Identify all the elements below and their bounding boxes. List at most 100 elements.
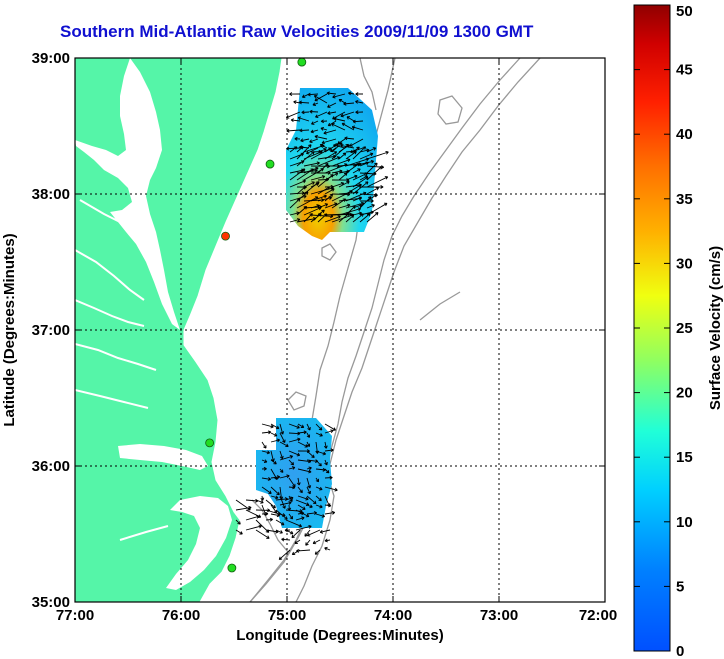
station-marker: [227, 563, 237, 573]
velocity-vector: [303, 161, 320, 167]
velocity-vector: [235, 529, 243, 535]
velocity-vector: [313, 95, 328, 104]
velocity-field-south: [256, 418, 332, 528]
x-tick-label: 76:00: [162, 607, 200, 624]
velocity-vector: [261, 450, 271, 455]
velocity-vector: [315, 459, 322, 467]
velocity-vector: [297, 495, 309, 501]
velocity-vector: [305, 539, 311, 546]
velocity-vector: [312, 539, 321, 545]
colorbar-tick-label: 20: [676, 385, 693, 402]
velocity-vector: [323, 441, 328, 449]
velocity-vectors: [235, 91, 389, 561]
velocity-vector: [288, 459, 295, 466]
velocity-vector: [295, 509, 310, 518]
velocity-vector: [261, 459, 268, 463]
velocity-vector: [338, 180, 350, 188]
velocity-vector: [306, 486, 311, 495]
x-tick-label: 77:00: [56, 607, 94, 624]
colorbar-tick-label: 10: [676, 514, 693, 531]
y-axis-title: Latitude (Degrees:Minutes): [1, 233, 18, 426]
y-tick-label: 35:00: [32, 594, 70, 611]
velocity-vector: [352, 213, 364, 223]
velocity-vector: [279, 441, 289, 448]
velocity-vector: [278, 549, 291, 561]
velocity-vector: [284, 528, 291, 533]
velocity-vector: [261, 430, 272, 435]
velocity-vector: [289, 218, 301, 223]
velocity-vector: [294, 539, 301, 545]
velocity-vector: [303, 206, 322, 216]
velocity-vector: [324, 475, 333, 480]
velocity-vector: [290, 118, 301, 123]
velocity-vector: [314, 549, 321, 555]
velocity-vector: [326, 91, 337, 96]
velocity-vector: [317, 213, 328, 223]
velocity-vector: [288, 423, 300, 429]
velocity-vector: [279, 495, 286, 509]
velocity-vector: [300, 138, 310, 143]
velocity-vector: [366, 187, 380, 195]
velocity-vector: [314, 93, 328, 102]
albemarle-sound: [118, 444, 208, 470]
colorbar-ticks: 0 5 10 15 20 25 30 35 40 45 50: [634, 3, 693, 659]
x-tick-labels: 77:00 76:00 75:00 74:00 73:00 72:00: [56, 607, 617, 624]
velocity-vector: [296, 477, 301, 486]
velocity-vector: [270, 459, 277, 465]
velocity-vector: [317, 186, 330, 195]
velocity-vector: [286, 146, 301, 151]
velocity-vector: [324, 546, 331, 551]
velocity-vector: [343, 101, 355, 106]
velocity-vector: [324, 193, 334, 202]
colorbar-tick-label: 0: [676, 643, 684, 659]
colorbar-label: Surface Velocity (cm/s): [707, 246, 724, 410]
y-tick-labels: 39:00 38:00 37:00 36:00 35:00: [32, 50, 70, 611]
y-tick-label: 36:00: [32, 458, 70, 475]
velocity-vector: [345, 162, 360, 174]
velocity-vector: [352, 168, 361, 174]
velocity-vector: [346, 116, 355, 122]
velocity-vector: [324, 215, 341, 223]
colorbar-tick-label: 35: [676, 191, 693, 208]
velocity-vector: [279, 450, 284, 460]
velocity-vector: [324, 188, 335, 195]
velocity-vector: [297, 468, 312, 474]
y-tick-label: 37:00: [32, 322, 70, 339]
velocity-vector: [295, 499, 310, 506]
velocity-vector: [315, 495, 322, 502]
velocity-vector: [317, 156, 341, 167]
velocity-vector: [312, 102, 319, 106]
velocity-vector: [331, 158, 351, 167]
velocity-vector: [324, 510, 336, 515]
velocity-vector: [288, 485, 296, 490]
velocity-vector: [265, 517, 273, 522]
velocity-vector: [306, 450, 315, 459]
x-tick-label: 72:00: [579, 607, 617, 624]
velocity-vector: [296, 146, 304, 153]
colorbar-tick-label: 30: [676, 255, 693, 272]
velocity-vector: [289, 179, 306, 188]
velocity-vector: [275, 529, 283, 534]
velocity-vector: [303, 181, 315, 188]
x-tick-label: 74:00: [374, 607, 412, 624]
velocity-vector: [331, 142, 343, 153]
velocity-vector: [310, 129, 319, 134]
velocity-vector: [288, 450, 301, 457]
colorbar-tick-label: 40: [676, 126, 693, 143]
velocity-vector: [291, 529, 301, 539]
velocity-vector: [338, 203, 351, 209]
velocity-vector: [301, 110, 310, 115]
velocity-vector: [338, 172, 348, 181]
velocity-vector: [315, 432, 323, 437]
velocity-vector: [331, 143, 349, 160]
velocity-vector: [345, 191, 367, 202]
velocity-vector: [366, 176, 389, 188]
velocity-vector: [315, 423, 323, 431]
y-tick-label: 39:00: [32, 50, 70, 67]
velocity-vector: [306, 466, 312, 471]
velocity-vector: [255, 529, 270, 539]
velocity-vector: [265, 499, 276, 509]
velocity-vector: [289, 198, 301, 209]
velocity-vector: [366, 194, 378, 202]
